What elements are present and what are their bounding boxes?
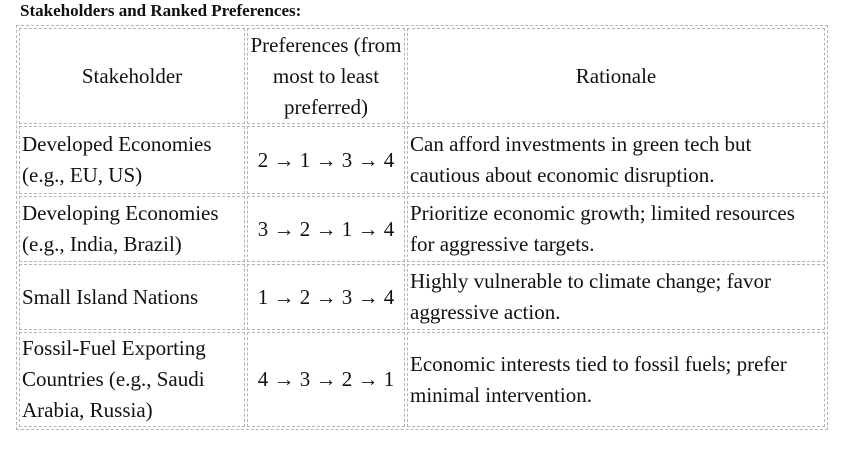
header-row: Stakeholder Preferences (from most to le… <box>19 28 825 124</box>
table-row: Small Island Nations 1 → 2 → 3 → 4 Highl… <box>19 264 825 330</box>
stakeholder-cell: Fossil-Fuel Exporting Countries (e.g., S… <box>19 332 245 427</box>
header-stakeholder: Stakeholder <box>19 28 245 124</box>
stakeholder-cell: Developing Economies (e.g., India, Brazi… <box>19 196 245 262</box>
preferences-cell: 2 → 1 → 3 → 4 <box>247 126 405 194</box>
rationale-cell: Economic interests tied to fossil fuels;… <box>407 332 825 427</box>
table-title: Stakeholders and Ranked Preferences: <box>20 1 302 20</box>
table-row: Developed Economies (e.g., EU, US) 2 → 1… <box>19 126 825 194</box>
table-row: Developing Economies (e.g., India, Brazi… <box>19 196 825 262</box>
rationale-cell: Prioritize economic growth; limited reso… <box>407 196 825 262</box>
stakeholder-cell: Small Island Nations <box>19 264 245 330</box>
stakeholder-preferences-table: Stakeholder Preferences (from most to le… <box>16 25 828 430</box>
rationale-cell: Highly vulnerable to climate change; fav… <box>407 264 825 330</box>
preferences-cell: 1 → 2 → 3 → 4 <box>247 264 405 330</box>
header-preferences: Preferences (from most to least preferre… <box>247 28 405 124</box>
preferences-cell: 4 → 3 → 2 → 1 <box>247 332 405 427</box>
stakeholder-cell: Developed Economies (e.g., EU, US) <box>19 126 245 194</box>
preferences-cell: 3 → 2 → 1 → 4 <box>247 196 405 262</box>
table-row: Fossil-Fuel Exporting Countries (e.g., S… <box>19 332 825 427</box>
rationale-cell: Can afford investments in green tech but… <box>407 126 825 194</box>
header-rationale: Rationale <box>407 28 825 124</box>
